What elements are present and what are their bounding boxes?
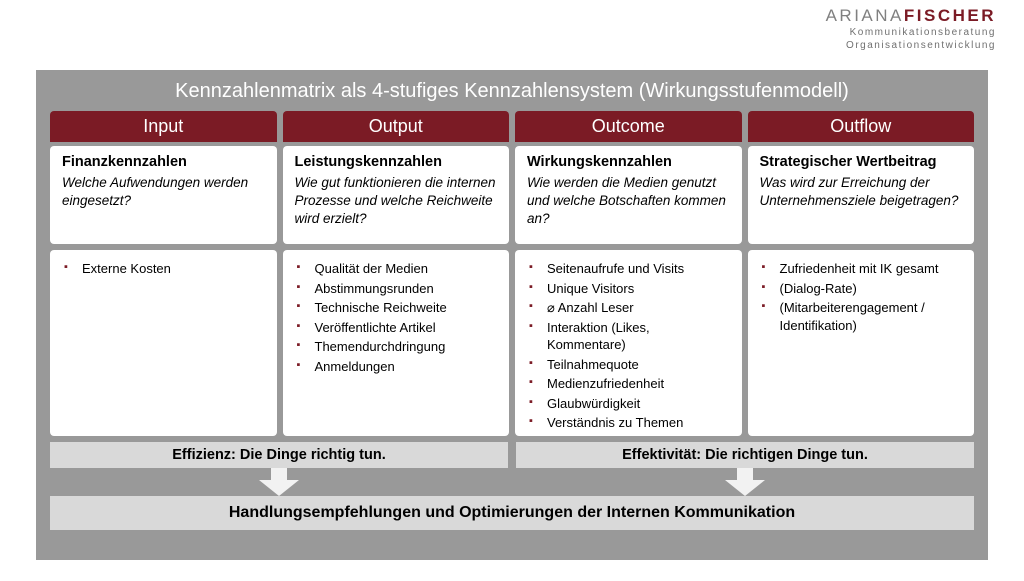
band-row: Effizienz: Die Dinge richtig tun. Effekt… (50, 442, 974, 468)
column-question: Was wird zur Erreichung der Unternehmens… (760, 174, 963, 210)
column-list: Seitenaufrufe und Visits Unique Visitors⌀… (515, 250, 742, 436)
column-subtitle: Strategischer Wertbeitrag (760, 154, 963, 170)
arrow-row (50, 468, 974, 496)
column-outcome: Outcome Wirkungskennzahlen Wie werden di… (515, 111, 742, 436)
column-header: Outflow (748, 111, 975, 142)
list-item: Zufriedenheit mit IK gesamt (762, 260, 965, 278)
column-header: Input (50, 111, 277, 142)
list-item: Themendurchdringung (297, 338, 500, 356)
column-subtitle: Finanzkennzahlen (62, 154, 265, 170)
column-question: Welche Aufwendungen werden eingesetzt? (62, 174, 265, 210)
panel-title: Kennzahlenmatrix als 4-stufiges Kennzahl… (50, 80, 974, 103)
list-item: Unique Visitors (529, 280, 732, 298)
list-item: Anmeldungen (297, 358, 500, 376)
list-item: Glaubwürdigkeit (529, 395, 732, 413)
column-input: Input Finanzkennzahlen Welche Aufwendung… (50, 111, 277, 436)
column-output: Output Leistungskennzahlen Wie gut funkt… (283, 111, 510, 436)
list-item: Seitenaufrufe und Visits (529, 260, 732, 278)
list-item: Externe Kosten (64, 260, 267, 278)
arrow-down-icon (259, 468, 299, 496)
brand-name: ARIANAFISCHER (826, 6, 996, 26)
column-description: Leistungskennzahlen Wie gut funktioniere… (283, 146, 510, 244)
list-item: Technische Reichweite (297, 299, 500, 317)
recommendation-bar: Handlungsempfehlungen und Optimierungen … (50, 496, 974, 530)
list-item: Abstimmungsrunden (297, 280, 500, 298)
column-subtitle: Leistungskennzahlen (295, 154, 498, 170)
column-description: Finanzkennzahlen Welche Aufwendungen wer… (50, 146, 277, 244)
column-outflow: Outflow Strategischer Wertbeitrag Was wi… (748, 111, 975, 436)
matrix-panel: Kennzahlenmatrix als 4-stufiges Kennzahl… (36, 70, 988, 560)
list-item: Teilnahmequote (529, 356, 732, 374)
list-item: ⌀ Anzahl Leser (529, 299, 732, 317)
list-item: Veröffentlichte Artikel (297, 319, 500, 337)
column-question: Wie gut funktionieren die internen Proze… (295, 174, 498, 229)
brand-tagline-1: Kommunikationsberatung (826, 26, 996, 39)
list-item: Qualität der Medien (297, 260, 500, 278)
arrow-down-icon (725, 468, 765, 496)
band-effektivitaet: Effektivität: Die richtigen Dinge tun. (516, 442, 974, 468)
column-description: Strategischer Wertbeitrag Was wird zur E… (748, 146, 975, 244)
band-effizienz: Effizienz: Die Dinge richtig tun. (50, 442, 508, 468)
list-item: (Dialog-Rate) (762, 280, 965, 298)
brand-tagline-2: Organisationsentwicklung (826, 39, 996, 52)
list-item: Interaktion (Likes, Kommentare) (529, 319, 732, 354)
brand-first: ARIANA (826, 6, 904, 25)
list-item: Verständnis zu Themen (529, 414, 732, 432)
column-header: Output (283, 111, 510, 142)
list-item: (Mitarbeiterengagement / Identifikation) (762, 299, 965, 334)
column-subtitle: Wirkungskennzahlen (527, 154, 730, 170)
column-question: Wie werden die Medien genutzt und welche… (527, 174, 730, 229)
column-list: Externe Kosten (50, 250, 277, 436)
list-item: Medienzufriedenheit (529, 375, 732, 393)
column-header: Outcome (515, 111, 742, 142)
brand-logo: ARIANAFISCHER Kommunikationsberatung Org… (826, 6, 996, 52)
column-description: Wirkungskennzahlen Wie werden die Medien… (515, 146, 742, 244)
columns-row: Input Finanzkennzahlen Welche Aufwendung… (50, 111, 974, 436)
column-list: Qualität der Medien AbstimmungsrundenTech… (283, 250, 510, 436)
column-list: Zufriedenheit mit IK gesamt (Dialog-Rate)… (748, 250, 975, 436)
brand-last: FISCHER (904, 6, 996, 25)
